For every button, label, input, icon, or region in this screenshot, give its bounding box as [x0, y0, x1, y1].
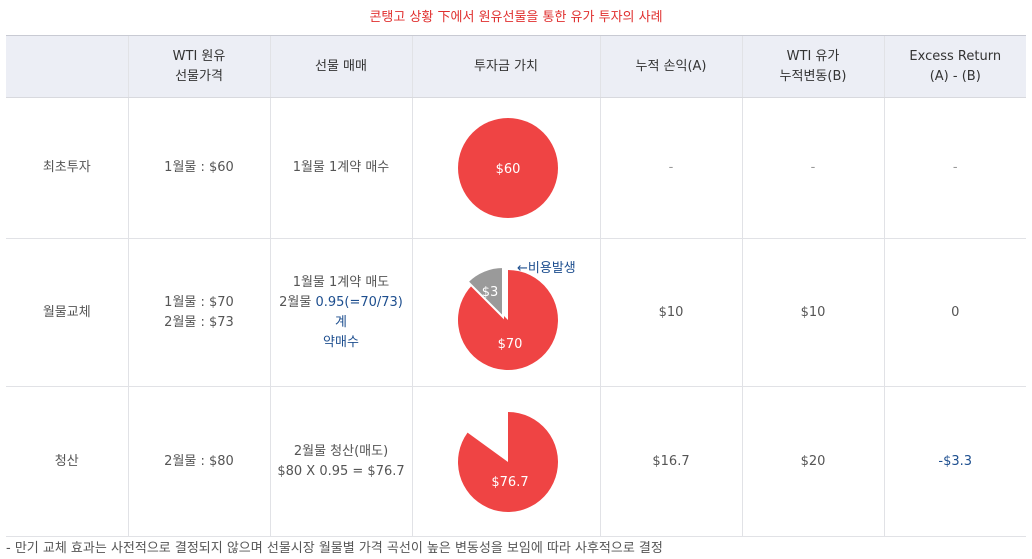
header-futures-price-line2: 선물가격: [175, 68, 223, 84]
trade-line: 2월물 청산(매도): [293, 443, 389, 459]
header-wti-change-line1: WTI 유가: [786, 48, 840, 64]
pie-cost-label: $3: [481, 285, 498, 300]
futures-price-cell: 2월물 : $80: [127, 386, 270, 537]
header-excess-return: Excess Return (A) - (B): [883, 35, 1026, 98]
pie-chart-liquidation: $76.7: [457, 411, 558, 512]
pie-chart-rollover: $3 $70 ←비용발생: [457, 261, 576, 370]
table-header-row: WTI 원유 선물가격 선물 매매 투자금 가치 누적 손익(A) WTI 유가…: [6, 35, 1026, 98]
pie-slice-main: [457, 411, 558, 512]
pie-cell: $3 $70 ←비용발생: [411, 238, 600, 387]
trade-line-2: $80 X 0.95 = $76.7: [277, 463, 405, 479]
wti-change-cell: $20: [741, 386, 884, 537]
header-futures-price-line1: WTI 원유: [172, 48, 226, 64]
trade-cell: 2월물 청산(매도) $80 X 0.95 = $76.7: [269, 386, 412, 537]
excess-return-cell: 0: [883, 238, 1026, 387]
trade-line: 1월물 1계약 매수: [292, 160, 390, 175]
pie-cell: $76.7: [411, 386, 600, 537]
trade-line: 1월물 1계약 매도: [292, 274, 390, 290]
header-excess-return-line1: Excess Return: [909, 48, 1002, 64]
trade-line-highlight: 0.95(=70/73) 계: [315, 294, 403, 330]
pie-main-label: $70: [497, 337, 522, 352]
futures-price-cell: 1월물 : $70 2월물 : $73: [127, 238, 270, 387]
pnl-cell: $10: [599, 238, 742, 387]
excess-return-cell: -: [883, 97, 1026, 239]
header-futures-price: WTI 원유 선물가격: [127, 35, 270, 98]
page-title: 콘탱고 상황 下에서 원유선물을 통한 유가 투자의 사례: [369, 10, 663, 25]
table-row: 월물교체 1월물 : $70 2월물 : $73 1월물 1계약 매도 2월물 …: [6, 238, 1026, 387]
cost-note-label: ←비용발생: [517, 261, 576, 276]
row-label: 최초투자: [6, 97, 128, 239]
pie-slice-cost: [465, 265, 504, 319]
trade-cell: 1월물 1계약 매도 2월물 0.95(=70/73) 계 약매수: [269, 238, 412, 387]
futures-price-line: 1월물 : $70: [164, 294, 234, 310]
header-trade: 선물 매매: [269, 35, 412, 98]
table-row: 최초투자 1월물 : $60 1월물 1계약 매수 $60 - - -: [6, 97, 1026, 239]
wti-change-cell: -: [741, 97, 884, 239]
futures-price-cell: 1월물 : $60: [127, 97, 270, 239]
header-wti-change-line2: 누적변동(B): [779, 68, 847, 84]
pnl-cell: $16.7: [599, 386, 742, 537]
trade-line-prefix: 2월물: [279, 294, 316, 310]
header-investment-value: 투자금 가치: [411, 35, 600, 98]
pie-main-label: $60: [495, 162, 520, 177]
futures-price-line: 1월물 : $60: [164, 160, 234, 175]
wti-change-cell: $10: [741, 238, 884, 387]
futures-price-line: 2월물 : $80: [164, 453, 234, 469]
futures-price-line: 2월물 : $73: [164, 314, 234, 330]
header-empty: [6, 35, 128, 98]
investment-table: WTI 원유 선물가격 선물 매매 투자금 가치 누적 손익(A) WTI 유가…: [6, 35, 1026, 537]
pie-slice-main: [457, 118, 558, 218]
excess-return-cell: -$3.3: [883, 386, 1026, 537]
table-row: 청산 2월물 : $80 2월물 청산(매도) $80 X 0.95 = $76…: [6, 386, 1026, 537]
header-excess-return-line2: (A) - (B): [929, 68, 981, 84]
pie-chart-initial: $60: [457, 118, 558, 218]
pie-cell: $60: [411, 97, 600, 239]
trade-line-2: 2월물 0.95(=70/73) 계: [272, 293, 411, 333]
row-label: 청산: [6, 386, 128, 537]
trade-line-3: 약매수: [323, 334, 359, 350]
header-cumulative-pnl: 누적 손익(A): [599, 35, 742, 98]
pie-main-label: $76.7: [491, 475, 528, 490]
pnl-cell: -: [599, 97, 742, 239]
row-label: 월물교체: [6, 238, 128, 387]
header-wti-change: WTI 유가 누적변동(B): [741, 35, 884, 98]
footnote: - 만기 교체 효과는 사전적으로 결정되지 않으며 선물시장 월물별 가격 곡…: [6, 541, 663, 556]
trade-cell: 1월물 1계약 매수: [269, 97, 412, 239]
